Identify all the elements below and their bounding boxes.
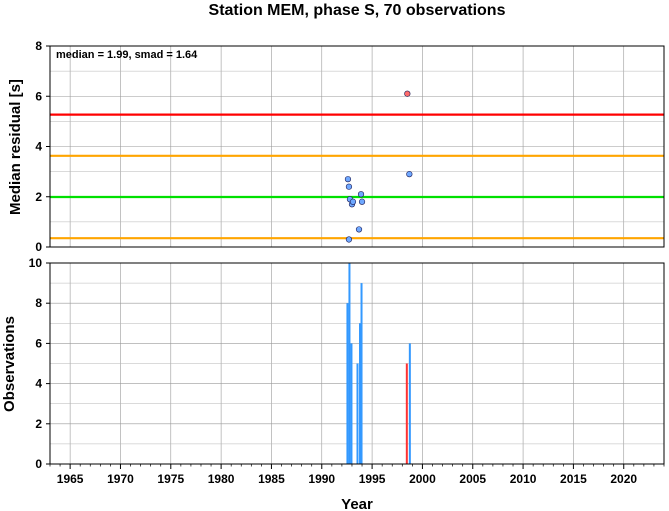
x-tick-label: 1975 bbox=[157, 472, 184, 486]
observation-bar bbox=[360, 283, 363, 464]
residual-points bbox=[344, 90, 413, 243]
data-point bbox=[355, 226, 363, 233]
observations-panel: 0 2 4 6 8 10 1965 1970 1975 1980 1985 1990 1995 2000… bbox=[1, 256, 665, 511]
year-x-axis-label: Year bbox=[341, 496, 373, 511]
x-tick-label: 1985 bbox=[258, 472, 285, 486]
x-tick-label: 2015 bbox=[560, 472, 587, 486]
residual-panel: 0 2 4 6 8 median = 1.99, smad = 1.64 Median … bbox=[7, 39, 665, 254]
y-tick-label: 8 bbox=[35, 39, 42, 53]
y-tick-label: 4 bbox=[35, 377, 42, 391]
residual-y-axis-label: Median residual [s] bbox=[7, 79, 24, 215]
x-tick-label: 1990 bbox=[308, 472, 335, 486]
observations-plot-frame bbox=[49, 262, 665, 465]
observations-bars bbox=[346, 263, 411, 464]
year-x-ticks: 1965 1970 1975 1980 1985 1990 1995 2000 2005 2010… bbox=[49, 464, 665, 486]
data-point bbox=[406, 171, 413, 178]
x-tick-label: 1965 bbox=[57, 472, 84, 486]
y-tick-label: 8 bbox=[35, 296, 42, 310]
observation-bar bbox=[346, 303, 349, 464]
observation-bar bbox=[350, 343, 353, 464]
observation-bar bbox=[408, 343, 411, 464]
data-point bbox=[345, 183, 353, 190]
observations-y-ticks: 0 2 4 6 8 10 bbox=[29, 256, 50, 471]
y-tick-label: 2 bbox=[35, 190, 42, 204]
data-point bbox=[358, 198, 366, 205]
x-tick-label: 2000 bbox=[409, 472, 436, 486]
y-tick-label: 10 bbox=[29, 256, 43, 270]
chart-title: Station MEM, phase S, 70 observations bbox=[209, 2, 506, 19]
observation-bar bbox=[359, 323, 362, 464]
median-smad-annotation: median = 1.99, smad = 1.64 bbox=[56, 49, 198, 61]
residual-y-ticks: 0 2 4 6 8 bbox=[35, 39, 50, 254]
x-tick-label: 1995 bbox=[359, 472, 386, 486]
data-point bbox=[404, 90, 411, 97]
data-point bbox=[357, 191, 365, 198]
y-tick-label: 6 bbox=[35, 89, 42, 103]
y-tick-label: 0 bbox=[35, 240, 42, 254]
x-tick-label: 2005 bbox=[459, 472, 486, 486]
y-tick-label: 2 bbox=[35, 417, 42, 431]
y-tick-label: 6 bbox=[35, 336, 42, 350]
observations-y-axis-label: Observations bbox=[1, 316, 18, 412]
observation-bar bbox=[405, 363, 408, 464]
data-point bbox=[344, 176, 352, 183]
data-point bbox=[349, 198, 357, 205]
y-tick-label: 0 bbox=[35, 457, 42, 471]
observation-bar bbox=[356, 363, 359, 464]
reference-lines bbox=[50, 113, 664, 240]
data-point bbox=[345, 236, 353, 243]
y-tick-label: 4 bbox=[35, 140, 42, 154]
x-tick-label: 1970 bbox=[107, 472, 134, 486]
x-tick-label: 1980 bbox=[208, 472, 235, 486]
x-tick-label: 2010 bbox=[510, 472, 537, 486]
observation-bar bbox=[348, 263, 351, 464]
x-tick-label: 2020 bbox=[610, 472, 637, 486]
